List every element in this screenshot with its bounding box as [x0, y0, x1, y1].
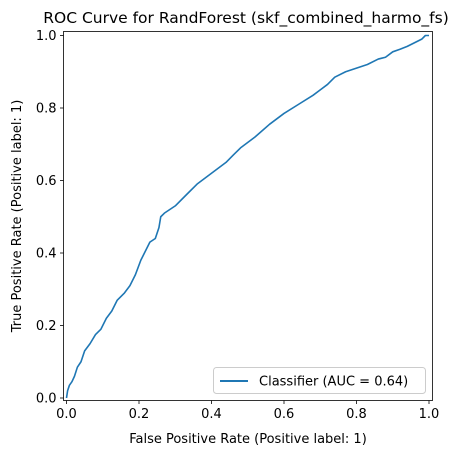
- series-layer: [65, 34, 429, 399]
- x-tick-label: 0.2: [129, 407, 150, 422]
- y-tick-label: 0.6: [36, 174, 57, 189]
- x-axis-ticks: 0.0 0.2 0.4 0.6 0.8 1.0: [56, 400, 440, 422]
- x-tick-label: 0.6: [274, 407, 295, 422]
- plot-frame: [63, 31, 433, 401]
- y-tick-label: 0.8: [36, 102, 57, 117]
- y-tick-label: 0.0: [36, 392, 57, 407]
- y-tick-label: 0.4: [36, 247, 57, 262]
- x-axis-label: False Positive Rate (Positive label: 1): [129, 432, 367, 447]
- x-tick-label: 0.0: [56, 407, 77, 422]
- x-tick-label: 1.0: [419, 407, 440, 422]
- chart-title: ROC Curve for RandForest (skf_combined_h…: [43, 9, 449, 28]
- legend-box: [213, 367, 426, 394]
- roc-series-line: [65, 34, 429, 399]
- y-tick-label: 0.2: [36, 319, 57, 334]
- y-tick-label: 1.0: [36, 29, 57, 44]
- legend-label-classifier: Classifier (AUC = 0.64): [259, 375, 408, 390]
- y-axis-label: True Positive Rate (Positive label: 1): [10, 100, 25, 334]
- x-tick-label: 0.8: [346, 407, 367, 422]
- x-tick-label: 0.4: [201, 407, 222, 422]
- legend: Classifier (AUC = 0.64): [213, 367, 426, 394]
- y-axis-ticks: 0.0 0.2 0.4 0.6 0.8 1.0: [36, 29, 64, 407]
